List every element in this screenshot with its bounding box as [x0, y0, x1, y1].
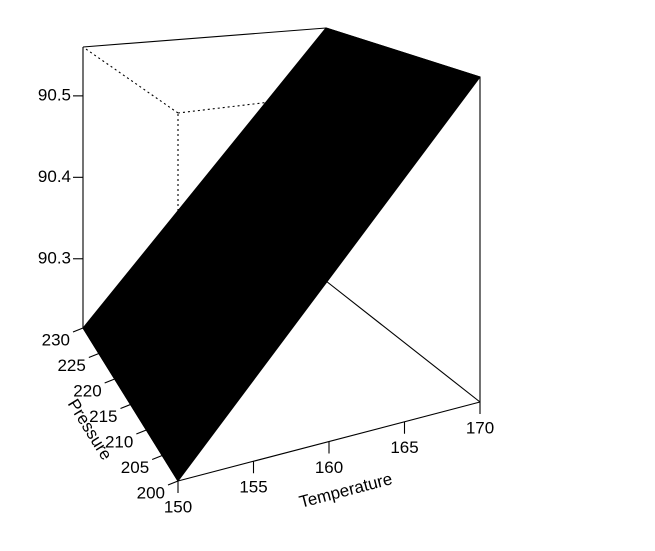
x-axis-title: Temperature: [297, 469, 394, 512]
y-tick: [120, 403, 131, 410]
surface-polygon: [82, 27, 481, 482]
z-tick-label: 90.5: [38, 85, 71, 104]
x-tick-label: 155: [239, 478, 267, 497]
box-edge: [325, 27, 481, 78]
y-tick: [104, 378, 115, 384]
axis-labels: 150 155 160 165 170 200 205 210 215 220 225 230 90.3…: [38, 85, 494, 516]
y-tick-label: 205: [121, 458, 149, 477]
y-tick-label: 215: [89, 407, 117, 426]
surface-layer: [82, 27, 481, 482]
box-edge: [325, 280, 481, 403]
x-tick-label: 160: [315, 458, 343, 477]
box-edge-hidden: [177, 76, 481, 114]
y-axis-title: Pressure: [64, 396, 116, 464]
y-tick-label: 225: [57, 356, 85, 375]
x-tick-label: 170: [466, 418, 494, 437]
z-tick-label: 90.4: [38, 167, 71, 186]
box-edge-hidden: [82, 46, 179, 114]
y-tick: [151, 454, 163, 461]
y-tick-label: 230: [42, 330, 70, 349]
axis-ticks: [72, 95, 481, 493]
box-edge: [82, 280, 327, 329]
y-tick: [167, 480, 179, 486]
y-tick-label: 200: [137, 483, 165, 502]
y-tick: [72, 327, 84, 333]
y-tick-label: 210: [105, 432, 133, 451]
y-tick: [136, 429, 147, 435]
y-tick-label: 220: [73, 381, 101, 400]
box-edge: [82, 27, 327, 48]
x-tick-label: 150: [164, 497, 192, 516]
z-tick-label: 90.3: [38, 248, 71, 267]
x-tick-label: 165: [390, 438, 418, 457]
y-tick: [88, 352, 100, 359]
